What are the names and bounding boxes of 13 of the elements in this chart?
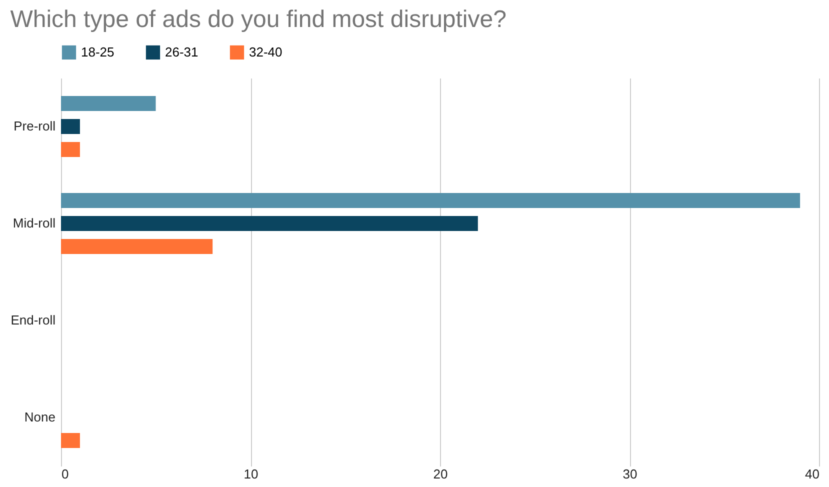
x-tick-label: 30	[622, 466, 638, 482]
legend-label: 18-25	[81, 44, 114, 60]
y-tick-label: Pre-roll	[14, 118, 56, 134]
chart-title: Which type of ads do you find most disruptive?	[10, 6, 506, 33]
y-tick-label: Mid-roll	[12, 216, 56, 230]
x-tick-label: 20	[433, 466, 448, 482]
x-tick-label: 40	[805, 466, 820, 482]
x-tick-label: 0	[62, 466, 69, 482]
x-tick-label: 10	[244, 466, 258, 482]
legend-label: 26-31	[165, 44, 198, 60]
legend-label: 32-40	[249, 44, 282, 60]
y-tick-label: End-roll	[10, 312, 56, 328]
y-tick-label: None	[24, 410, 56, 424]
